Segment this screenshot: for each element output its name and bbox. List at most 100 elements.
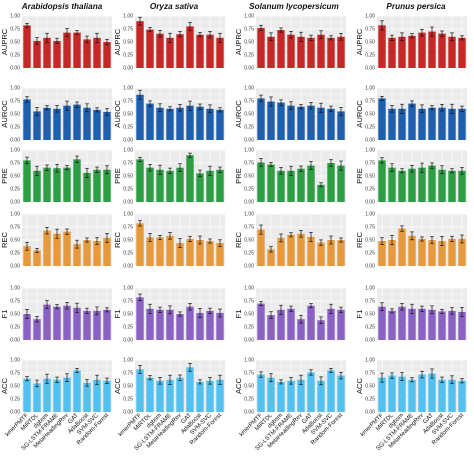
bar-sg-lstm-frame <box>287 170 295 202</box>
y-tick-label: 0.25 <box>365 187 375 193</box>
y-tick-label: 0.00 <box>244 138 254 144</box>
bar-adaboost <box>317 34 325 68</box>
y-tick-label: 1.00 <box>123 212 133 218</box>
bar-gat <box>73 32 81 68</box>
bar-svm-svc <box>448 108 456 140</box>
y-axis-label: AUPRC <box>234 28 243 55</box>
bar-random-forest <box>216 379 224 412</box>
bar-svm-svc <box>327 163 335 202</box>
bar-adaboost <box>317 184 325 202</box>
y-tick-label: 0.50 <box>244 112 254 118</box>
bar-gat <box>186 306 194 340</box>
y-axis-label: ACC <box>355 377 364 394</box>
y-tick-label: 0.00 <box>365 200 375 206</box>
y-tick-label: 0.50 <box>10 174 20 180</box>
bar-sg-lstm-frame <box>166 108 174 140</box>
bar-metaheadingrev <box>63 105 71 140</box>
panel-pre-4: 0.00 0.25 0.50 0.75 1.00 PRE <box>355 148 467 206</box>
y-tick-label: 0.50 <box>365 238 375 244</box>
panel-acc-2: 0.000.250.500.751.00ACCkmerPMTFMiRTDLdgb… <box>113 358 225 452</box>
panel-f1-4: 0.00 0.25 0.50 0.75 1.00 F1 <box>355 286 467 344</box>
bar-dgbsm <box>277 381 285 412</box>
bar-sg-lstm-frame <box>408 308 416 340</box>
y-tick-label: 1.00 <box>365 212 375 218</box>
bar-gat <box>428 309 436 340</box>
bar-gat <box>186 26 194 68</box>
bar-random-forest <box>103 309 111 340</box>
bar-mirtdl <box>33 250 41 266</box>
column-title-4: Prunus persica <box>386 2 446 11</box>
bar-random-forest <box>216 243 224 266</box>
bar-dgbsm <box>43 230 51 266</box>
y-tick-label: 0.75 <box>123 299 133 305</box>
bar-dgbsm <box>398 306 406 340</box>
bar-adaboost <box>196 312 204 340</box>
bar-mirtdl <box>267 249 275 266</box>
bar-kmerpmtf <box>257 303 265 340</box>
bar-adaboost <box>438 379 446 412</box>
bar-sg-lstm-frame <box>53 108 61 140</box>
y-tick-label: 1.00 <box>244 148 254 154</box>
bar-svm-svc <box>327 308 335 340</box>
y-tick-label: 0.75 <box>10 225 20 231</box>
bar-random-forest <box>103 169 111 202</box>
bar-kmerpmtf <box>378 377 386 412</box>
y-axis-label: ACC <box>113 377 122 394</box>
y-tick-label: 0.50 <box>123 238 133 244</box>
bar-kmerpmtf <box>257 98 265 140</box>
bar-dgbsm <box>277 237 285 266</box>
y-tick-label: 0.00 <box>365 138 375 144</box>
bar-sg-lstm-frame <box>166 379 174 412</box>
bar-kmerpmtf <box>136 369 144 412</box>
y-tick-label: 0.25 <box>365 325 375 331</box>
bar-sg-lstm-frame <box>287 34 295 68</box>
bar-metaheadingrev <box>418 238 426 266</box>
bar-random-forest <box>216 109 224 140</box>
y-tick-label: 0.25 <box>10 125 20 131</box>
y-tick-label: 0.00 <box>244 410 254 416</box>
y-tick-label: 0.50 <box>244 384 254 390</box>
y-tick-label: 0.25 <box>10 251 20 257</box>
bar-random-forest <box>103 380 111 412</box>
bar-metaheadingrev <box>297 319 305 340</box>
bar-svm-svc <box>206 380 214 412</box>
bar-random-forest <box>337 375 345 412</box>
bar-dgbsm <box>398 376 406 412</box>
bar-svm-svc <box>206 34 214 68</box>
bar-sg-lstm-frame <box>287 308 295 340</box>
bar-gat <box>307 305 315 340</box>
y-tick-label: 0.00 <box>365 264 375 270</box>
y-tick-label: 0.50 <box>365 384 375 390</box>
y-tick-label: 0.25 <box>365 125 375 131</box>
bar-gat <box>307 165 315 202</box>
y-axis-label: ACC <box>234 377 243 394</box>
bar-dgbsm <box>277 30 285 68</box>
y-axis-label: AUPRC <box>355 28 364 55</box>
bar-random-forest <box>337 111 345 140</box>
bar-adaboost <box>438 241 446 266</box>
bar-adaboost <box>196 34 204 68</box>
y-tick-label: 0.50 <box>123 174 133 180</box>
bar-svm-svc <box>206 241 214 266</box>
y-axis-label: F1 <box>0 310 9 319</box>
bar-adaboost <box>83 39 91 68</box>
bar-gat <box>307 372 315 412</box>
bar-sg-lstm-frame <box>53 379 61 412</box>
bar-sg-lstm-frame <box>166 235 174 266</box>
bar-metaheadingrev <box>418 108 426 140</box>
bar-mirtdl <box>146 308 154 340</box>
bar-random-forest <box>458 170 466 202</box>
bar-adaboost <box>196 106 204 140</box>
bar-random-forest <box>458 311 466 340</box>
y-tick-label: 0.50 <box>365 40 375 46</box>
y-tick-label: 1.00 <box>365 86 375 92</box>
bar-mirtdl <box>33 383 41 412</box>
bar-dgbsm <box>398 108 406 140</box>
bar-svm-svc <box>327 370 335 412</box>
y-tick-label: 1.00 <box>365 14 375 20</box>
y-tick-label: 0.75 <box>244 99 254 105</box>
y-tick-label: 1.00 <box>244 358 254 364</box>
bar-mirtdl <box>33 319 41 340</box>
bar-metaheadingrev <box>63 167 71 202</box>
bar-kmerpmtf <box>23 25 31 68</box>
